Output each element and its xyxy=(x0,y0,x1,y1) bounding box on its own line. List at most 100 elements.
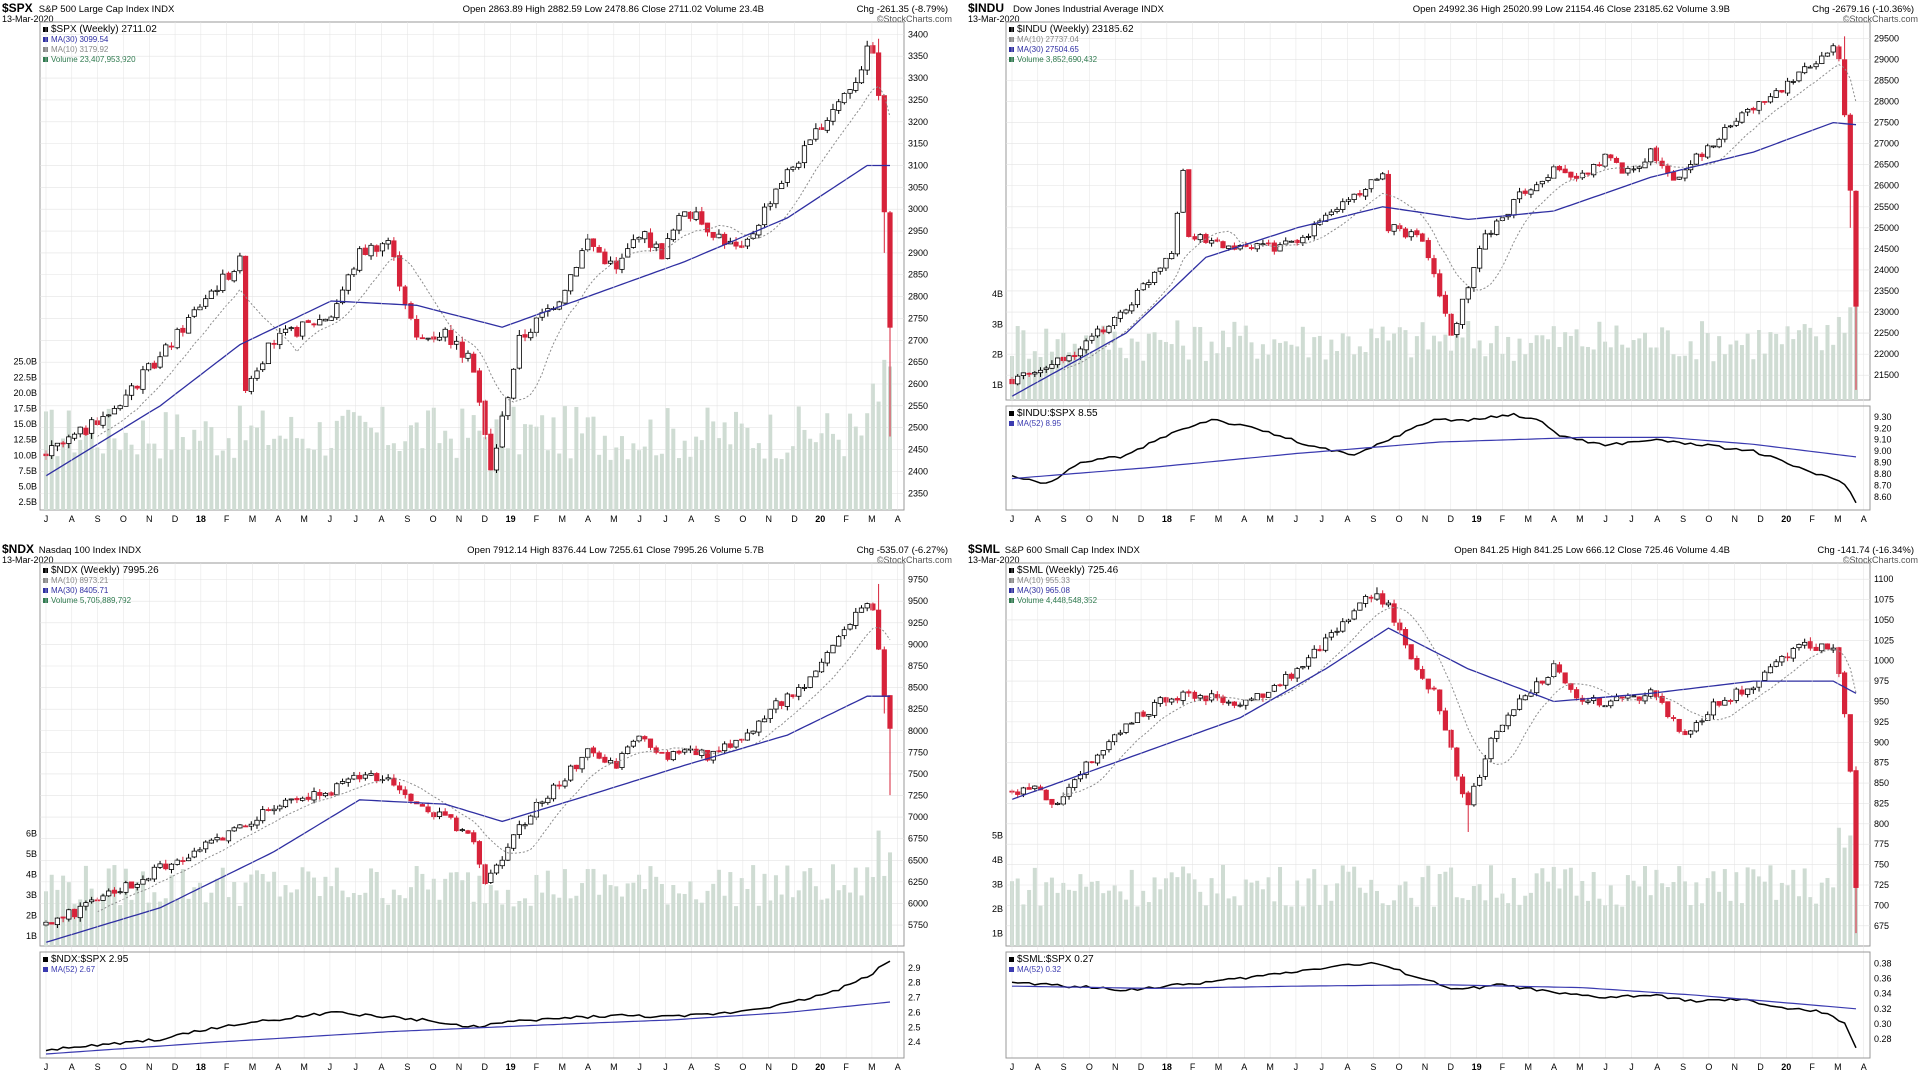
volume-bar xyxy=(808,438,813,510)
candle-body xyxy=(345,778,351,783)
candle-body xyxy=(1026,372,1032,375)
candle-body xyxy=(1077,348,1084,357)
price-tick-label: 1000 xyxy=(1874,656,1894,666)
month-tick-label: A xyxy=(895,1062,901,1072)
candle-body xyxy=(1431,687,1437,690)
volume-bar xyxy=(745,427,750,510)
volume-bar xyxy=(1677,356,1682,400)
volume-bar xyxy=(1112,885,1117,946)
volume-bar xyxy=(1072,890,1077,946)
volume-bar xyxy=(1323,884,1328,946)
candle-body xyxy=(1094,754,1101,764)
volume-bar xyxy=(853,867,858,946)
candle-body xyxy=(237,824,243,829)
volume-bar xyxy=(1734,340,1739,400)
volume-tick-label: 2.5B xyxy=(18,497,37,507)
volume-tick-label: 3B xyxy=(992,319,1003,329)
ratio-tick-label: 0.36 xyxy=(1874,974,1892,984)
volume-bar xyxy=(1061,332,1066,400)
candle-body xyxy=(174,859,180,865)
volume-bar xyxy=(1203,360,1208,400)
volume-tick-label: 1B xyxy=(26,931,37,941)
candle-body xyxy=(111,408,118,415)
volume-bar xyxy=(414,422,419,510)
candle-body xyxy=(539,801,545,804)
volume-bar xyxy=(888,366,892,510)
candle-body xyxy=(642,736,648,740)
volume-bar xyxy=(1825,877,1830,946)
chart-stats: Open 2863.89 High 2882.59 Low 2478.86 Cl… xyxy=(463,4,764,15)
candle-body xyxy=(1197,695,1203,699)
volume-bar xyxy=(562,869,567,946)
volume-bar xyxy=(129,899,134,946)
candle-body xyxy=(596,246,602,253)
volume-bar xyxy=(1095,880,1100,946)
volume-bar xyxy=(209,427,214,510)
candle-body xyxy=(853,611,859,626)
volume-bar xyxy=(255,427,259,510)
candle-body xyxy=(168,345,175,348)
candle-body xyxy=(237,255,243,272)
candle-body xyxy=(1819,55,1825,65)
volume-tick-label: 10.0B xyxy=(13,450,37,460)
volume-bar xyxy=(505,889,510,946)
volume-bar xyxy=(870,877,875,946)
volume-bar xyxy=(779,459,784,510)
candle-body xyxy=(642,231,648,240)
price-tick-label: 775 xyxy=(1874,839,1889,849)
candle-body xyxy=(1710,145,1717,148)
candle-body xyxy=(836,101,842,111)
month-tick-label: 19 xyxy=(1472,1062,1482,1072)
month-tick-label: M xyxy=(300,1062,308,1072)
volume-bar xyxy=(1483,356,1488,400)
candle-body xyxy=(1693,153,1699,165)
legend-swatch xyxy=(43,37,48,42)
volume-bar xyxy=(72,452,77,510)
chart-date: 13-Mar-2020 xyxy=(2,555,54,565)
legend-volume: Volume 5,705,889,792 xyxy=(51,596,132,605)
candle-body xyxy=(1665,165,1671,174)
volume-bar xyxy=(665,408,670,510)
chart-name: S&P 600 Small Cap Index INDX xyxy=(1005,545,1141,556)
volume-bar xyxy=(1266,877,1271,946)
candle-body xyxy=(585,748,591,758)
volume-bar xyxy=(397,895,402,946)
volume-bar xyxy=(1089,881,1094,946)
volume-bar xyxy=(1620,906,1625,946)
volume-bar xyxy=(1745,867,1750,946)
candle-body xyxy=(659,243,665,260)
volume-bar xyxy=(1802,324,1807,400)
candle-body xyxy=(1043,789,1049,801)
candle-body xyxy=(739,245,745,248)
month-tick-label: A xyxy=(1861,514,1867,524)
volume-bar xyxy=(699,902,704,946)
candle-body xyxy=(140,369,146,390)
volume-bar xyxy=(819,899,824,946)
ratio-tick-label: 2.9 xyxy=(908,963,921,973)
candle-body xyxy=(242,825,249,828)
candle-body xyxy=(1271,242,1277,252)
volume-bar xyxy=(1078,874,1083,946)
volume-bar xyxy=(882,359,887,510)
volume-bar xyxy=(728,872,733,946)
volume-bar xyxy=(830,433,835,510)
candle-body xyxy=(362,774,368,779)
candle-body xyxy=(317,319,323,326)
candle-body xyxy=(1020,372,1027,376)
candle-body xyxy=(1773,90,1779,98)
month-tick-label: A xyxy=(275,1062,281,1072)
month-tick-label: D xyxy=(172,1062,179,1072)
candle-body xyxy=(1807,66,1813,69)
candle-body xyxy=(727,743,733,748)
candle-body xyxy=(602,251,608,265)
candle-body xyxy=(282,799,289,808)
volume-bar xyxy=(1705,878,1710,946)
volume-bar xyxy=(1015,326,1020,400)
candle-body xyxy=(1802,641,1808,646)
candle-body xyxy=(1431,258,1437,275)
volume-bar xyxy=(1055,339,1060,400)
volume-bar xyxy=(505,448,510,510)
volume-bar xyxy=(557,453,562,510)
candle-body xyxy=(396,255,403,287)
